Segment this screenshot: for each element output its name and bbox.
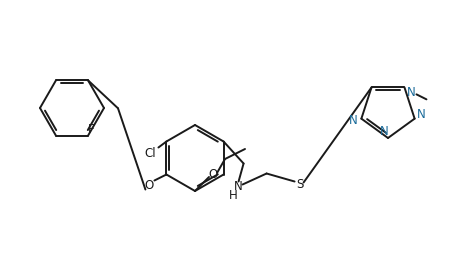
Text: H: H: [229, 189, 238, 202]
Text: O: O: [208, 168, 218, 181]
Text: Cl: Cl: [145, 147, 156, 160]
Text: N: N: [417, 108, 426, 121]
Text: O: O: [145, 179, 154, 192]
Text: S: S: [296, 178, 303, 191]
Text: N: N: [380, 125, 389, 138]
Text: N: N: [349, 114, 358, 127]
Text: N: N: [407, 86, 416, 99]
Text: F: F: [88, 123, 94, 136]
Text: N: N: [234, 180, 243, 193]
